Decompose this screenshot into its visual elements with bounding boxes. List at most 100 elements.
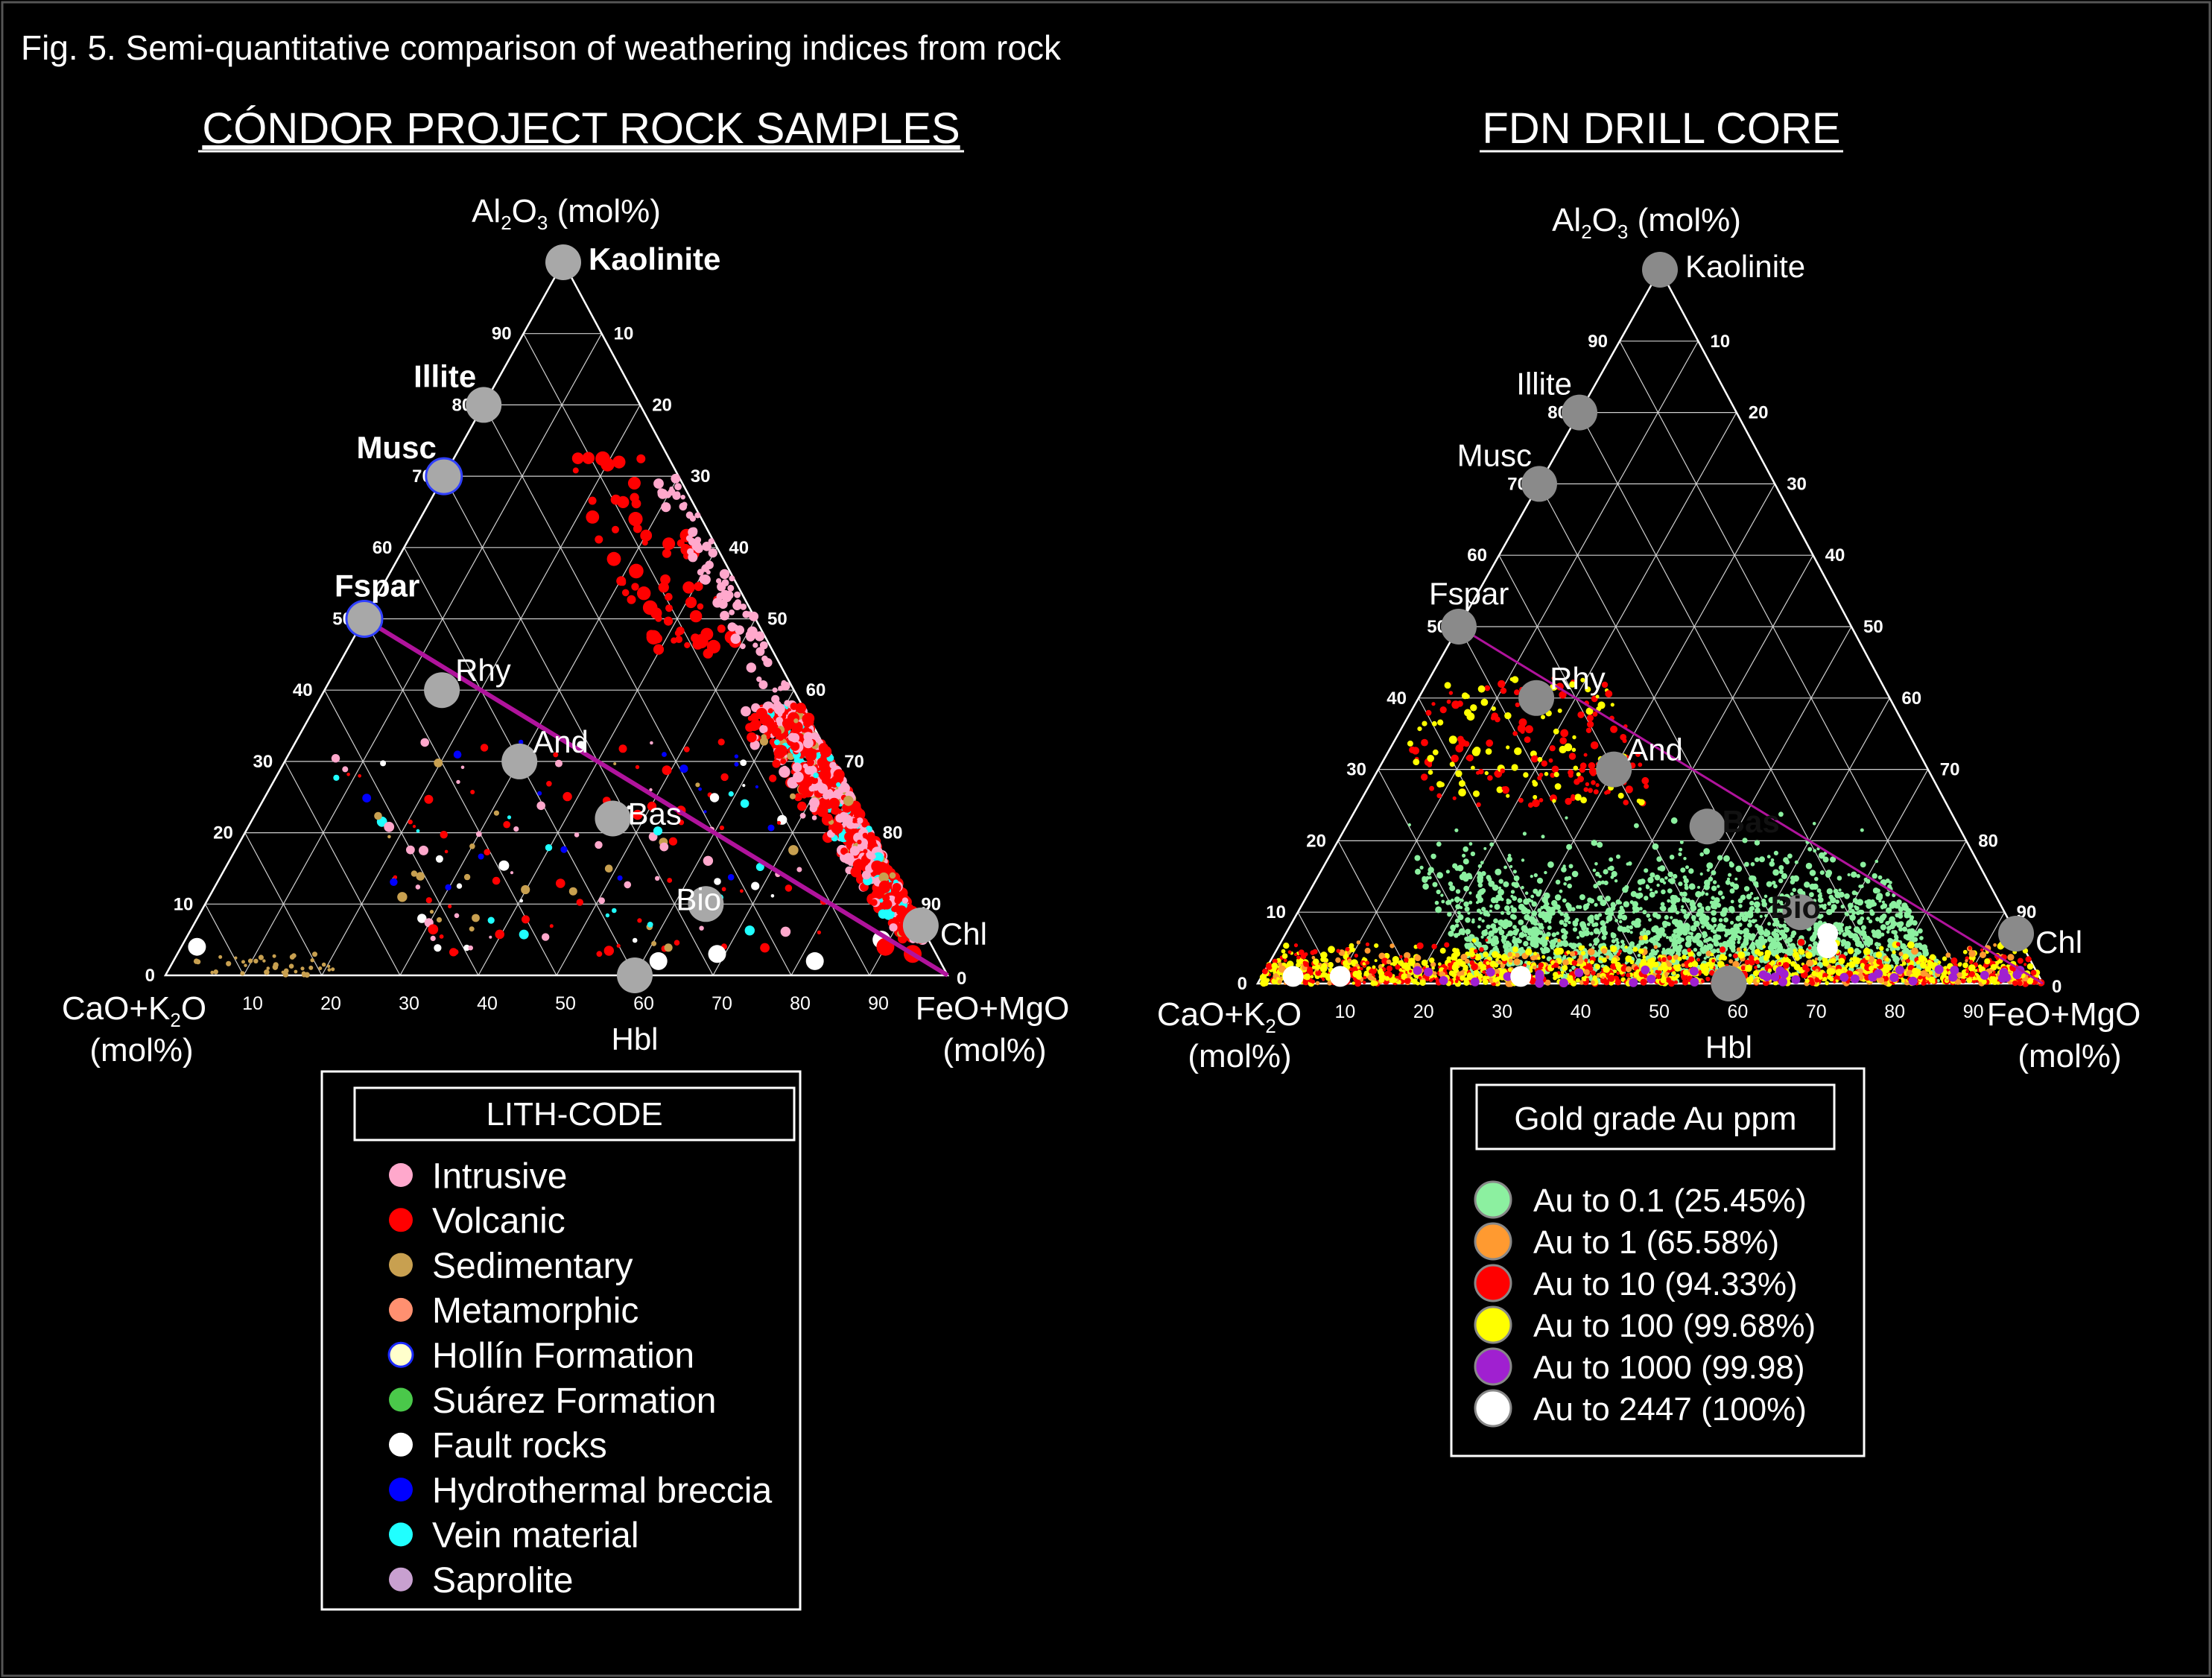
data-point [747, 732, 757, 743]
data-point [1784, 860, 1790, 865]
data-point [1699, 872, 1703, 876]
data-point [1523, 927, 1529, 934]
data-point [1735, 915, 1742, 922]
data-point [1517, 898, 1523, 903]
data-point [1562, 864, 1566, 868]
data-point [1315, 981, 1320, 986]
data-point [697, 603, 704, 610]
data-point [596, 951, 603, 957]
data-point [1542, 903, 1549, 910]
data-point [1657, 867, 1661, 871]
data-point [1409, 746, 1416, 754]
data-point [1515, 702, 1521, 708]
data-point [1454, 828, 1459, 832]
data-point [1823, 903, 1827, 908]
data-point [828, 797, 840, 809]
tick-label-left: 60 [373, 538, 393, 558]
data-point [650, 741, 653, 745]
data-point [1432, 971, 1437, 976]
data-point [1583, 929, 1590, 937]
data-point [1629, 960, 1635, 965]
data-point [734, 754, 739, 759]
data-point [1841, 943, 1845, 947]
data-point [1772, 907, 1780, 914]
data-point [872, 890, 880, 898]
data-point [1642, 955, 1647, 959]
tick-label-right: 60 [806, 680, 826, 700]
data-point [1900, 943, 1907, 950]
data-point [1521, 858, 1525, 862]
data-point [468, 945, 473, 951]
data-point [1430, 961, 1436, 968]
data-point [1567, 906, 1573, 912]
data-point [685, 596, 697, 609]
data-point [1349, 967, 1354, 972]
data-point [1713, 940, 1720, 947]
data-point [1586, 715, 1594, 722]
data-point [1439, 947, 1446, 954]
data-point [1667, 871, 1673, 878]
data-point [463, 873, 471, 881]
data-point [1854, 948, 1860, 954]
data-point [2007, 954, 2015, 961]
data-point [1859, 909, 1863, 914]
data-point [1642, 931, 1646, 935]
data-point [1610, 703, 1614, 707]
data-point [1885, 921, 1890, 925]
data-point [1664, 915, 1669, 919]
data-point [1495, 716, 1500, 723]
data-point [1883, 981, 1888, 986]
data-point [469, 843, 475, 849]
data-point [1530, 894, 1535, 899]
data-point [630, 493, 639, 502]
data-point [1468, 875, 1473, 880]
data-point [646, 630, 656, 640]
data-point [342, 766, 349, 773]
data-point [1697, 885, 1700, 889]
data-point [1685, 865, 1689, 870]
data-point [1603, 979, 1610, 986]
data-point [1852, 937, 1856, 941]
data-point [1378, 973, 1384, 978]
tick-label-right: 20 [652, 395, 672, 415]
data-point [1682, 954, 1687, 960]
data-point [1875, 916, 1880, 922]
data-point [1538, 798, 1544, 802]
data-point [1494, 771, 1498, 776]
data-point [1561, 934, 1568, 940]
data-point [1427, 770, 1433, 775]
data-point [1815, 969, 1819, 972]
data-point [1737, 940, 1740, 944]
data-point [1669, 855, 1675, 860]
data-point [1997, 966, 2000, 969]
bas-label: Bas [627, 796, 681, 831]
data-point [1784, 926, 1790, 933]
data-point [1503, 881, 1509, 887]
data-point [1747, 922, 1752, 928]
data-point [519, 929, 529, 940]
data-point [1750, 862, 1755, 867]
data-point [1599, 957, 1603, 960]
data-point [729, 575, 735, 582]
data-point [1782, 956, 1790, 963]
data-point [1379, 968, 1383, 972]
data-point [1520, 729, 1525, 734]
data-point [606, 551, 621, 566]
data-point [1265, 963, 1273, 970]
data-point [1825, 981, 1829, 986]
data-point [1851, 890, 1857, 896]
data-point [1650, 872, 1655, 878]
data-point [1314, 964, 1321, 970]
data-point [1886, 948, 1889, 952]
data-point [1565, 797, 1572, 805]
data-point [1860, 828, 1864, 832]
data-point [1407, 740, 1413, 747]
data-point [795, 703, 807, 714]
ternary-grid [204, 333, 910, 976]
data-point [1723, 855, 1730, 862]
data-point [1945, 975, 1949, 980]
data-point [717, 624, 726, 633]
data-point [1449, 762, 1455, 767]
data-point [1993, 943, 1997, 947]
